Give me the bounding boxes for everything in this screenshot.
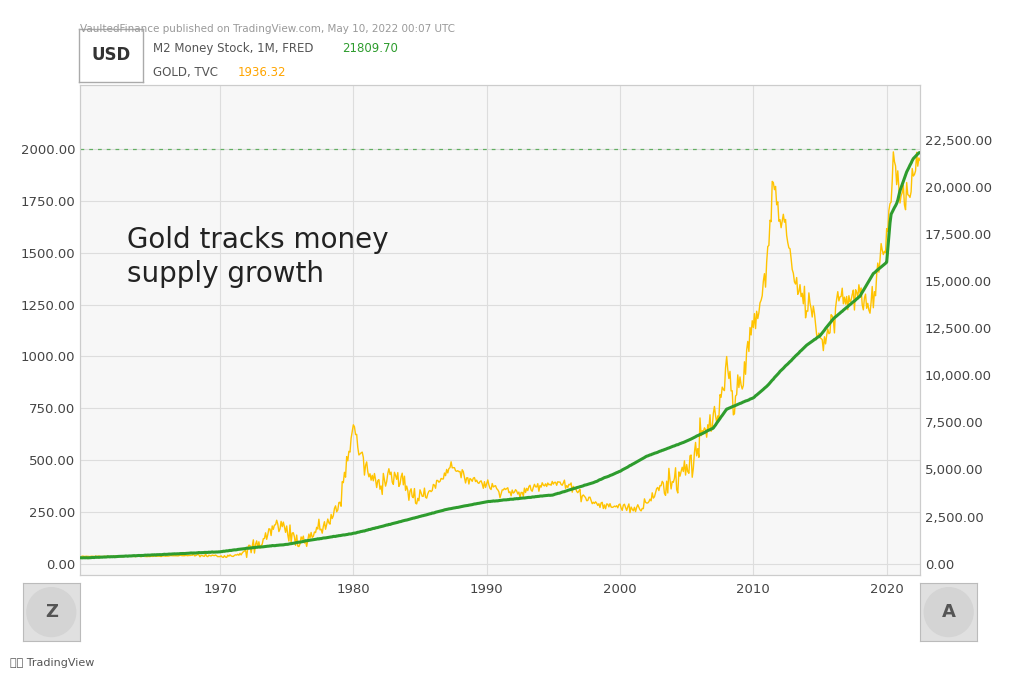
Text: 1936.32: 1936.32 <box>238 66 286 80</box>
Text: M2 Money Stock, 1M, FRED: M2 Money Stock, 1M, FRED <box>153 42 317 55</box>
Text: 21809.70: 21809.70 <box>342 42 399 55</box>
Text: USD: USD <box>91 47 130 64</box>
Text: Z: Z <box>45 603 57 621</box>
Text: A: A <box>942 603 955 621</box>
Text: Gold tracks money
supply growth: Gold tracks money supply growth <box>127 225 388 288</box>
Circle shape <box>925 588 973 637</box>
Text: GOLD, TVC: GOLD, TVC <box>153 66 226 80</box>
Circle shape <box>27 588 76 637</box>
Text: 𝗧𝗩 TradingView: 𝗧𝗩 TradingView <box>10 658 94 668</box>
Text: VaultedFinance published on TradingView.com, May 10, 2022 00:07 UTC: VaultedFinance published on TradingView.… <box>80 24 455 34</box>
